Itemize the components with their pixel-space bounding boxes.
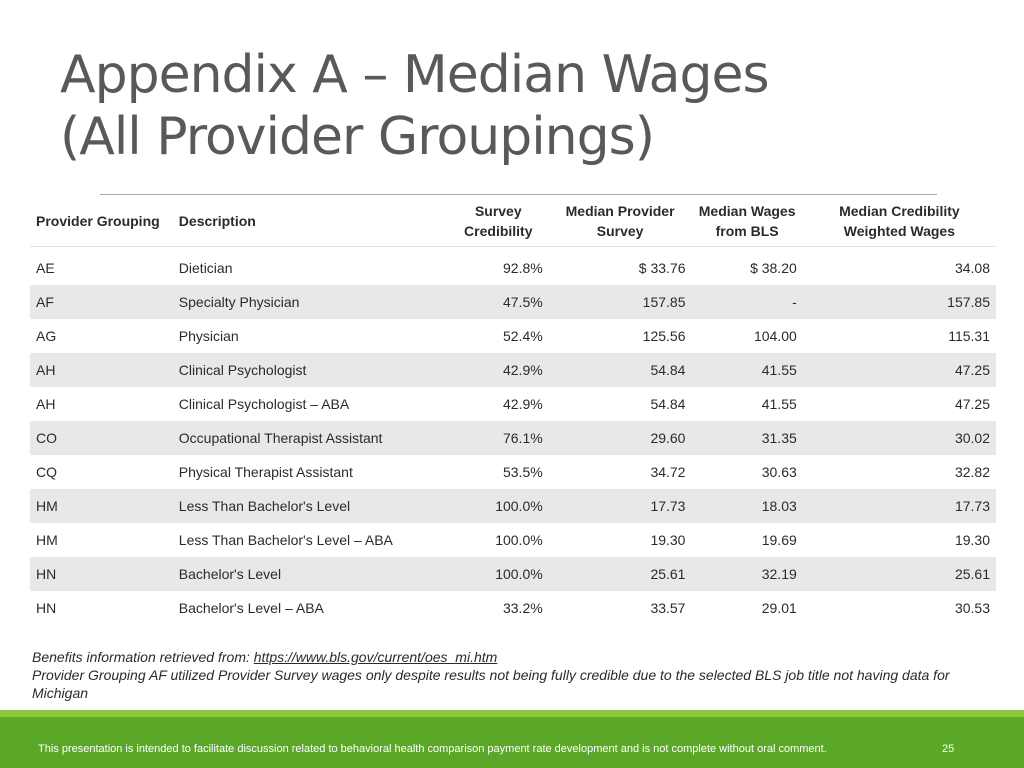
- cell-code: CQ: [36, 464, 57, 480]
- cell-survey: 17.73: [548, 489, 692, 523]
- cell-survey: 157.85: [548, 285, 692, 319]
- footer-band: [0, 717, 1024, 768]
- cell-survey: 19.30: [650, 532, 686, 548]
- table-header-row: Provider Grouping Description Survey Cred…: [30, 196, 996, 247]
- title-divider: [100, 194, 937, 195]
- cell-survey: $ 33.76: [638, 260, 686, 276]
- cell-weighted: 30.53: [954, 600, 990, 616]
- cell-bls: -: [691, 285, 803, 319]
- slide-title-line-2: (All Provider Groupings): [60, 107, 655, 167]
- cell-survey: 54.84: [548, 353, 692, 387]
- median-wages-table: Provider Grouping Description Survey Cred…: [30, 196, 996, 625]
- header-survey-credibility: Survey Credibility: [447, 196, 549, 247]
- table-row: AF Specialty Physician 47.5% 157.85 - 15…: [30, 285, 996, 319]
- table-row: CQ Physical Therapist Assistant 53.5% 34…: [30, 455, 996, 489]
- cell-credibility: 76.1%: [447, 421, 549, 455]
- header-description: Description: [172, 196, 448, 247]
- cell-bls: 30.63: [761, 464, 797, 480]
- cell-survey: 29.60: [548, 421, 692, 455]
- cell-description: Dietician: [178, 260, 233, 276]
- cell-survey: 25.61: [548, 557, 692, 591]
- cell-description: Occupational Therapist Assistant: [172, 421, 448, 455]
- cell-code: HM: [30, 489, 173, 523]
- cell-description: Specialty Physician: [172, 285, 448, 319]
- cell-weighted: 115.31: [948, 328, 990, 344]
- benefits-note: Benefits information retrieved from: htt…: [32, 648, 992, 666]
- slide-title-line-1: Appendix A – Median Wages: [60, 45, 770, 105]
- cell-code: AE: [36, 260, 55, 276]
- cell-credibility: 92.8%: [502, 260, 543, 276]
- cell-code: HN: [36, 600, 57, 616]
- cell-weighted: 32.82: [954, 464, 990, 480]
- cell-credibility: 42.9%: [502, 396, 543, 412]
- cell-weighted: 25.61: [802, 557, 996, 591]
- cell-credibility: 47.5%: [447, 285, 549, 319]
- cell-bls: 29.01: [761, 600, 797, 616]
- cell-code: AH: [30, 353, 173, 387]
- cell-survey: 33.57: [650, 600, 686, 616]
- cell-bls: 32.19: [691, 557, 803, 591]
- header-median-wages-bls: Median Wages from BLS: [691, 196, 803, 247]
- cell-credibility: 53.5%: [502, 464, 543, 480]
- table-row: AE Dietician 92.8% $ 33.76 $ 38.20 34.08: [30, 247, 996, 286]
- slide-title: Appendix A – Median Wages (All Provider …: [60, 44, 960, 168]
- table-row: HN Bachelor's Level – ABA 33.2% 33.57 29…: [30, 591, 996, 625]
- table-row: CO Occupational Therapist Assistant 76.1…: [30, 421, 996, 455]
- cell-bls: 31.35: [691, 421, 803, 455]
- cell-weighted: 47.25: [802, 353, 996, 387]
- cell-weighted: 34.08: [954, 260, 990, 276]
- benefits-note-text: Benefits information retrieved from:: [32, 649, 254, 665]
- table-row: HM Less Than Bachelor's Level 100.0% 17.…: [30, 489, 996, 523]
- cell-credibility: 33.2%: [502, 600, 543, 616]
- header-median-provider-survey: Median Provider Survey: [548, 196, 692, 247]
- footer-disclaimer: This presentation is intended to facilit…: [38, 743, 827, 755]
- cell-description: Clinical Psychologist: [172, 353, 448, 387]
- af-note: Provider Grouping AF utilized Provider S…: [32, 667, 950, 701]
- footnotes: Benefits information retrieved from: htt…: [32, 648, 992, 702]
- cell-code: AF: [30, 285, 173, 319]
- cell-credibility: 100.0%: [447, 557, 549, 591]
- cell-bls: 18.03: [691, 489, 803, 523]
- page-number: 25: [942, 743, 955, 755]
- cell-code: AH: [36, 396, 56, 412]
- cell-survey: 34.72: [650, 464, 686, 480]
- table-row: AG Physician 52.4% 125.56 104.00 115.31: [30, 319, 996, 353]
- cell-weighted: 19.30: [954, 532, 990, 548]
- cell-bls: 104.00: [753, 328, 797, 344]
- cell-weighted: 30.02: [802, 421, 996, 455]
- cell-credibility: 42.9%: [447, 353, 549, 387]
- cell-credibility: 100.0%: [447, 489, 549, 523]
- table-row: AH Clinical Psychologist – ABA 42.9% 54.…: [30, 387, 996, 421]
- footer-accent-band: [0, 710, 1024, 717]
- cell-code: CO: [30, 421, 173, 455]
- cell-weighted: 157.85: [802, 285, 996, 319]
- cell-description: Physician: [178, 328, 239, 344]
- cell-survey: 54.84: [650, 396, 686, 412]
- table-row: HM Less Than Bachelor's Level – ABA 100.…: [30, 523, 996, 557]
- cell-code: AG: [36, 328, 57, 344]
- cell-description: Bachelor's Level: [172, 557, 448, 591]
- cell-survey: 125.56: [642, 328, 686, 344]
- cell-bls: 19.69: [761, 532, 797, 548]
- cell-description: Less Than Bachelor's Level: [172, 489, 448, 523]
- cell-weighted: 17.73: [802, 489, 996, 523]
- bls-link[interactable]: https://www.bls.gov/current/oes_mi.htm: [253, 649, 498, 665]
- cell-bls: 41.55: [691, 353, 803, 387]
- cell-code: HM: [36, 532, 58, 548]
- cell-description: Less Than Bachelor's Level – ABA: [178, 532, 393, 548]
- header-median-credibility-weighted: Median Credibility Weighted Wages: [802, 196, 996, 247]
- cell-weighted: 47.25: [954, 396, 990, 412]
- cell-code: HN: [30, 557, 173, 591]
- cell-description: Bachelor's Level – ABA: [178, 600, 324, 616]
- cell-bls: 41.55: [761, 396, 797, 412]
- header-provider-grouping: Provider Grouping: [30, 196, 173, 247]
- cell-credibility: 100.0%: [495, 532, 543, 548]
- cell-credibility: 52.4%: [502, 328, 543, 344]
- cell-description: Clinical Psychologist – ABA: [178, 396, 350, 412]
- cell-bls: $ 38.20: [750, 260, 797, 276]
- table-row: AH Clinical Psychologist 42.9% 54.84 41.…: [30, 353, 996, 387]
- cell-description: Physical Therapist Assistant: [178, 464, 353, 480]
- table-row: HN Bachelor's Level 100.0% 25.61 32.19 2…: [30, 557, 996, 591]
